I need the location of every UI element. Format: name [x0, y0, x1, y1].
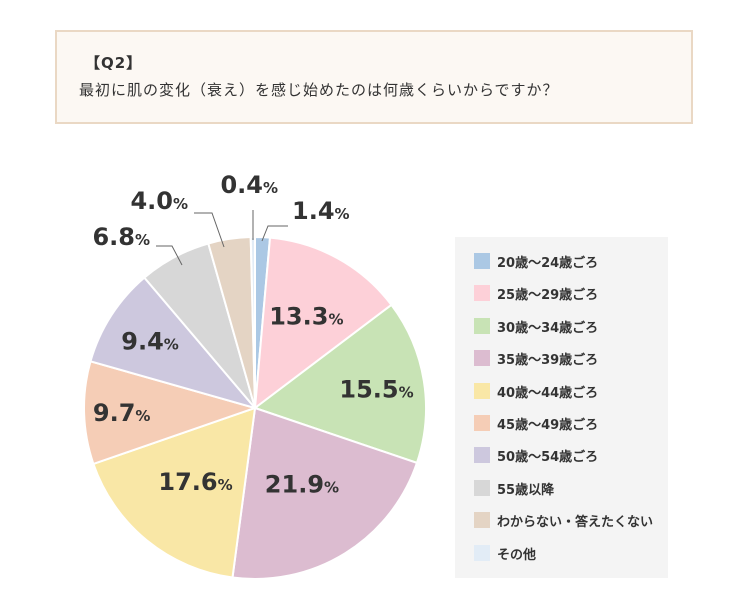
legend-swatch: [474, 512, 490, 529]
pie-slice: [253, 236, 393, 411]
legend-item: 45歳〜49歳ごろ: [455, 411, 668, 443]
legend-label: その他: [497, 547, 537, 563]
legend-swatch: [474, 447, 490, 464]
legend-swatch: [474, 414, 490, 431]
legend-swatch: [474, 285, 490, 302]
slice-value-label: 0.4%: [220, 171, 278, 199]
legend-label: 40歳〜44歳ごろ: [497, 385, 599, 401]
legend-label: 35歳〜39歳ごろ: [497, 353, 599, 369]
legend-item: 55歳以降: [455, 476, 668, 508]
legend-item: わからない・答えたくない: [455, 508, 668, 540]
legend-swatch: [474, 350, 490, 367]
legend-label: 30歳〜34歳ごろ: [497, 320, 599, 336]
pie-slice: [83, 360, 259, 466]
legend-item: その他: [455, 541, 668, 573]
legend-label: 20歳〜24歳ごろ: [497, 256, 599, 271]
slice-value-label: 4.0%: [130, 187, 188, 215]
legend-label: 25歳〜29歳ごろ: [497, 288, 599, 304]
slice-value-label: 21.9%: [265, 471, 339, 499]
slice-value-label: 15.5%: [339, 375, 413, 403]
legend-label: 55歳以降: [497, 482, 555, 498]
slice-value-label: 6.8%: [92, 223, 150, 251]
legend-item: 25歳〜29歳ごろ: [455, 281, 668, 313]
question-box: 【Q2】 最初に肌の変化（衰え）を感じ始めたのは何歳くらいからですか？: [55, 30, 693, 124]
legend-swatch: [474, 253, 490, 269]
legend-item: 30歳〜34歳ごろ: [455, 314, 668, 346]
legend-swatch: [474, 317, 490, 334]
pie-slice: [231, 406, 419, 580]
legend-label: わからない・答えたくない: [497, 515, 654, 531]
pie-slice: [252, 303, 427, 465]
legend-label: 50歳〜54歳ごろ: [497, 450, 599, 466]
chart-legend: 20歳〜24歳ごろ 25歳〜29歳ごろ 30歳〜34歳ごろ 35歳〜39歳ごろ 40歳〜…: [455, 237, 668, 578]
slice-value-label: 13.3%: [269, 302, 343, 330]
legend-swatch: [474, 479, 490, 496]
slice-value-label: 9.7%: [93, 399, 151, 427]
leader-line: [194, 212, 225, 248]
leader-line: [261, 225, 288, 242]
question-number: 【Q2】: [85, 54, 143, 72]
leader-line: [156, 245, 183, 266]
legend-item: 35歳〜39歳ごろ: [455, 346, 668, 378]
slice-value-label: 1.4%: [292, 197, 350, 225]
legend-swatch: [474, 544, 490, 561]
slice-value-label: 9.4%: [121, 327, 179, 355]
legend-item: 50歳〜54歳ごろ: [455, 443, 668, 475]
legend-item: 40歳〜44歳ごろ: [455, 379, 668, 411]
legend-swatch: [474, 382, 490, 399]
question-text: 最初に肌の変化（衰え）を感じ始めたのは何歳くらいからですか？: [79, 81, 559, 99]
legend-item: 20歳〜24歳ごろ: [455, 249, 668, 281]
slice-value-label: 17.6%: [158, 468, 232, 496]
legend-label: 45歳〜49歳ごろ: [497, 417, 599, 433]
pie-slice: [89, 276, 258, 410]
